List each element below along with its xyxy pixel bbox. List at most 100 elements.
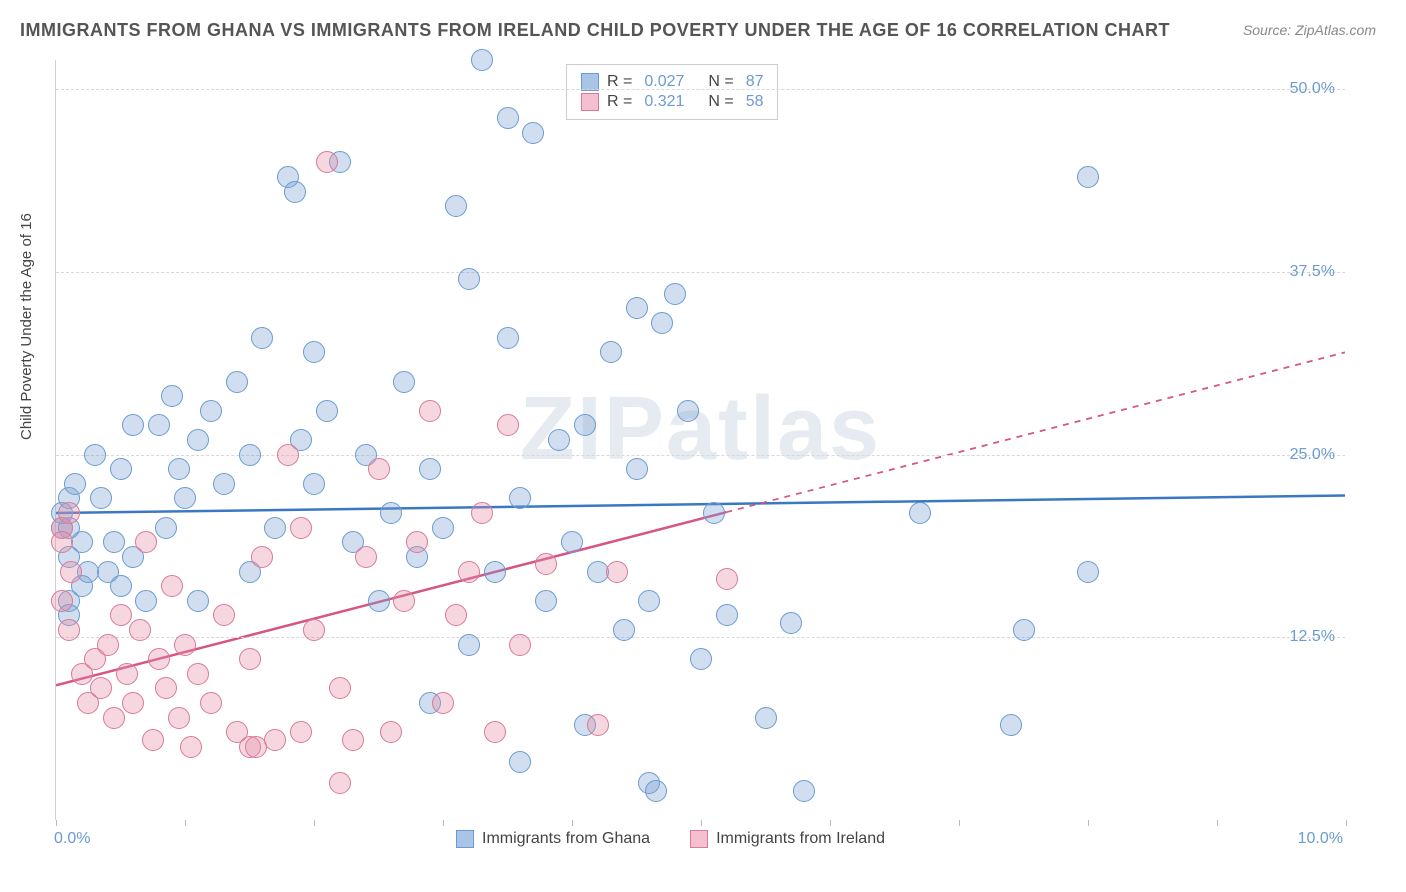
chart-plot-area: ZIPatlas R =0.027N =87R =0.321N =58 Immi…	[55, 60, 1345, 820]
ghana-point	[497, 107, 519, 129]
n-value: 58	[746, 93, 764, 111]
ireland-point	[251, 546, 273, 568]
ghana-point	[161, 385, 183, 407]
ireland-point	[484, 721, 506, 743]
ireland-point	[264, 729, 286, 751]
ghana-point	[1000, 714, 1022, 736]
ireland-point	[168, 707, 190, 729]
ghana-point	[626, 297, 648, 319]
ghana-point	[690, 648, 712, 670]
ireland-legend-label: Immigrants from Ireland	[716, 830, 885, 848]
ireland-point	[497, 414, 519, 436]
ghana-point	[548, 429, 570, 451]
ghana-point	[187, 429, 209, 451]
ghana-point	[368, 590, 390, 612]
ireland-point	[432, 692, 454, 714]
y-tick-label: 37.5%	[1290, 263, 1335, 281]
ghana-point	[509, 487, 531, 509]
ireland-point	[368, 458, 390, 480]
ghana-point	[380, 502, 402, 524]
ghana-point	[909, 502, 931, 524]
ghana-point	[716, 604, 738, 626]
ghana-point	[780, 612, 802, 634]
trend-lines-layer	[56, 60, 1345, 820]
ireland-swatch	[581, 93, 599, 111]
gridline	[56, 89, 1345, 90]
x-tick	[1088, 820, 1089, 826]
ireland-point	[290, 517, 312, 539]
ireland-point	[355, 546, 377, 568]
x-tick	[830, 820, 831, 826]
ghana-point	[471, 49, 493, 71]
ireland-point	[213, 604, 235, 626]
ireland-trend-extrapolation	[726, 352, 1345, 512]
ghana-point	[135, 590, 157, 612]
ghana-point	[251, 327, 273, 349]
ghana-point	[561, 531, 583, 553]
ghana-point	[64, 473, 86, 495]
ireland-point	[148, 648, 170, 670]
ghana-point	[793, 780, 815, 802]
ghana-point	[84, 444, 106, 466]
ireland-point	[58, 619, 80, 641]
ireland-point	[329, 772, 351, 794]
ireland-point	[303, 619, 325, 641]
ghana-point	[522, 122, 544, 144]
ghana-point	[264, 517, 286, 539]
ghana-point	[174, 487, 196, 509]
ghana-point	[445, 195, 467, 217]
y-tick-label: 12.5%	[1290, 628, 1335, 646]
ghana-point	[316, 400, 338, 422]
ghana-point	[303, 341, 325, 363]
x-tick	[572, 820, 573, 826]
y-axis-label: Child Poverty Under the Age of 16	[18, 213, 35, 440]
ireland-point	[406, 531, 428, 553]
ireland-point	[110, 604, 132, 626]
ghana-point	[71, 531, 93, 553]
gridline	[56, 272, 1345, 273]
ghana-point	[509, 751, 531, 773]
r-label: R =	[607, 93, 632, 111]
ghana-point	[239, 444, 261, 466]
ireland-point	[393, 590, 415, 612]
legend-item-ireland: Immigrants from Ireland	[690, 830, 885, 848]
ireland-point	[51, 590, 73, 612]
ireland-point	[116, 663, 138, 685]
ghana-point	[613, 619, 635, 641]
ireland-point	[277, 444, 299, 466]
ghana-point	[484, 561, 506, 583]
x-tick	[443, 820, 444, 826]
ireland-point	[122, 692, 144, 714]
ghana-point	[168, 458, 190, 480]
ireland-point	[380, 721, 402, 743]
ghana-point	[535, 590, 557, 612]
ghana-point	[755, 707, 777, 729]
legend-item-ghana: Immigrants from Ghana	[456, 830, 650, 848]
ghana-point	[626, 458, 648, 480]
x-axis-max-label: 10.0%	[1298, 830, 1343, 848]
ghana-point	[155, 517, 177, 539]
ghana-point	[664, 283, 686, 305]
ireland-point	[142, 729, 164, 751]
source-attribution: Source: ZipAtlas.com	[1243, 22, 1376, 38]
ghana-point	[284, 181, 306, 203]
ghana-point	[110, 575, 132, 597]
ireland-point	[471, 502, 493, 524]
ghana-point	[497, 327, 519, 349]
ghana-point	[638, 590, 660, 612]
y-tick-label: 25.0%	[1290, 446, 1335, 464]
x-tick	[1346, 820, 1347, 826]
ghana-point	[458, 268, 480, 290]
ireland-point	[97, 634, 119, 656]
x-tick	[56, 820, 57, 826]
ireland-point	[58, 502, 80, 524]
ghana-point	[645, 780, 667, 802]
ghana-point	[103, 531, 125, 553]
ghana-swatch	[456, 830, 474, 848]
ghana-point	[703, 502, 725, 524]
ireland-point	[51, 531, 73, 553]
chart-title: IMMIGRANTS FROM GHANA VS IMMIGRANTS FROM…	[20, 20, 1170, 41]
ghana-point	[187, 590, 209, 612]
gridline	[56, 637, 1345, 638]
ireland-point	[535, 553, 557, 575]
